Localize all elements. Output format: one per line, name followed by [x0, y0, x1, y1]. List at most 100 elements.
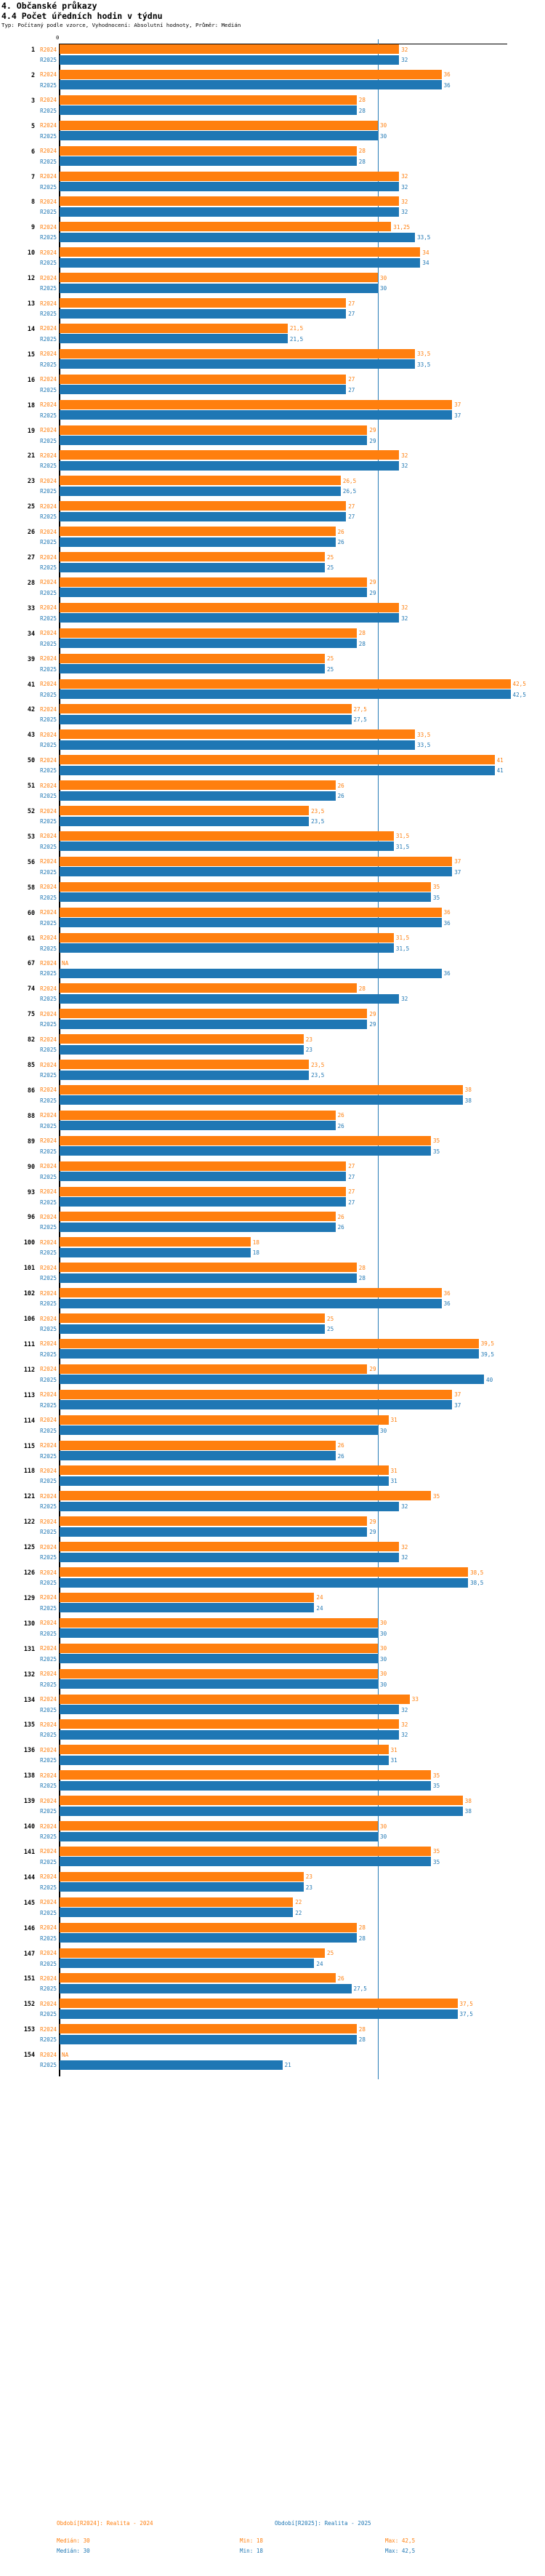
- bar-2024[interactable]: [60, 476, 341, 486]
- bar-2024[interactable]: [60, 552, 325, 561]
- bar-2024[interactable]: [60, 1212, 336, 1222]
- bar-2024[interactable]: [60, 1567, 469, 1577]
- bar-2025[interactable]: [60, 1577, 469, 1588]
- bar-2024[interactable]: [60, 1948, 325, 1958]
- bar-2025[interactable]: [60, 1933, 357, 1943]
- bar-2024[interactable]: [60, 577, 368, 587]
- bar-2024[interactable]: [60, 399, 453, 409]
- bar-2025[interactable]: [60, 1603, 315, 1613]
- bar-2024[interactable]: [60, 1592, 315, 1602]
- bar-2025[interactable]: [60, 613, 400, 623]
- bar-2024[interactable]: [60, 806, 310, 815]
- bar-2024[interactable]: [60, 1186, 347, 1196]
- bar-2024[interactable]: [60, 1338, 479, 1348]
- bar-2024[interactable]: [60, 145, 357, 156]
- bar-2025[interactable]: [60, 562, 325, 572]
- bar-2024[interactable]: [60, 653, 325, 663]
- bar-2025[interactable]: [60, 486, 341, 496]
- bar-2025[interactable]: [60, 1780, 431, 1791]
- bar-2025[interactable]: [60, 1628, 378, 1639]
- bar-2025[interactable]: [60, 2060, 283, 2070]
- bar-2025[interactable]: [60, 1882, 304, 1892]
- bar-2025[interactable]: [60, 740, 416, 750]
- bar-2025[interactable]: [60, 588, 368, 598]
- bar-2025[interactable]: [60, 1324, 325, 1334]
- bar-2025[interactable]: [60, 1705, 400, 1714]
- bar-2025[interactable]: [60, 2009, 458, 2019]
- bar-2024[interactable]: [60, 1084, 463, 1095]
- bar-2025[interactable]: [60, 1044, 304, 1055]
- bar-2024[interactable]: [60, 1440, 336, 1450]
- bar-2025[interactable]: [60, 918, 442, 928]
- bar-2024[interactable]: [60, 196, 400, 207]
- bar-2025[interactable]: [60, 1172, 347, 1182]
- bar-2024[interactable]: [60, 831, 394, 841]
- bar-2024[interactable]: [60, 1719, 400, 1729]
- bar-2024[interactable]: [60, 1617, 378, 1628]
- bar-2024[interactable]: [60, 171, 400, 181]
- bar-2024[interactable]: [60, 44, 400, 54]
- bar-2024[interactable]: [60, 1110, 336, 1120]
- bar-2024[interactable]: [60, 1871, 304, 1881]
- bar-2024[interactable]: [60, 1745, 389, 1755]
- bar-2024[interactable]: [60, 679, 511, 689]
- bar-2025[interactable]: [60, 232, 416, 242]
- bar-2025[interactable]: [60, 714, 352, 724]
- bar-2024[interactable]: [60, 222, 392, 232]
- bar-2025[interactable]: [60, 841, 394, 852]
- bar-2024[interactable]: [60, 1288, 442, 1298]
- bar-2025[interactable]: [60, 257, 421, 268]
- bar-2024[interactable]: [60, 450, 400, 460]
- bar-2025[interactable]: [60, 765, 495, 775]
- bar-2025[interactable]: [60, 791, 336, 801]
- bar-2025[interactable]: [60, 410, 453, 420]
- bar-2025[interactable]: [60, 1070, 310, 1080]
- bar-2024[interactable]: [60, 1516, 368, 1527]
- bar-2024[interactable]: [60, 1542, 400, 1552]
- bar-2025[interactable]: [60, 55, 400, 65]
- bar-2025[interactable]: [60, 207, 400, 217]
- bar-2025[interactable]: [60, 1095, 463, 1105]
- bar-2024[interactable]: [60, 120, 378, 130]
- bar-2024[interactable]: [60, 1973, 336, 1983]
- bar-2024[interactable]: [60, 856, 453, 866]
- bar-2024[interactable]: [60, 273, 378, 283]
- bar-2024[interactable]: [60, 323, 288, 333]
- bar-2025[interactable]: [60, 1400, 453, 1410]
- bar-2025[interactable]: [60, 1375, 484, 1385]
- bar-2025[interactable]: [60, 105, 357, 116]
- bar-2025[interactable]: [60, 1983, 352, 1993]
- bar-2025[interactable]: [60, 892, 431, 903]
- bar-2024[interactable]: [60, 1897, 294, 1907]
- bar-2025[interactable]: [60, 1857, 431, 1867]
- bar-2024[interactable]: [60, 1694, 410, 1704]
- bar-2025[interactable]: [60, 1146, 431, 1156]
- bar-2025[interactable]: [60, 511, 347, 521]
- bar-2024[interactable]: [60, 247, 421, 257]
- bar-2025[interactable]: [60, 689, 511, 699]
- bar-2025[interactable]: [60, 1552, 400, 1562]
- bar-2024[interactable]: [60, 704, 352, 714]
- bar-2025[interactable]: [60, 664, 325, 674]
- bar-2025[interactable]: [60, 1019, 368, 1029]
- bar-2025[interactable]: [60, 1654, 378, 1664]
- bar-2025[interactable]: [60, 1679, 378, 1689]
- bar-2025[interactable]: [60, 334, 288, 344]
- bar-2025[interactable]: [60, 1908, 294, 1918]
- bar-2024[interactable]: [60, 1846, 431, 1856]
- bar-2025[interactable]: [60, 867, 453, 877]
- bar-2024[interactable]: [60, 527, 336, 537]
- bar-2024[interactable]: [60, 501, 347, 511]
- bar-2025[interactable]: [60, 385, 347, 395]
- bar-2024[interactable]: [60, 1135, 431, 1145]
- bar-2025[interactable]: [60, 308, 347, 319]
- bar-2024[interactable]: [60, 1643, 378, 1653]
- bar-2024[interactable]: [60, 374, 347, 384]
- bar-2024[interactable]: [60, 1796, 463, 1806]
- bar-2025[interactable]: [60, 2034, 357, 2044]
- bar-2024[interactable]: [60, 1313, 325, 1323]
- bar-2025[interactable]: [60, 131, 378, 141]
- bar-2025[interactable]: [60, 968, 442, 978]
- bar-2025[interactable]: [60, 460, 400, 471]
- bar-2025[interactable]: [60, 156, 357, 167]
